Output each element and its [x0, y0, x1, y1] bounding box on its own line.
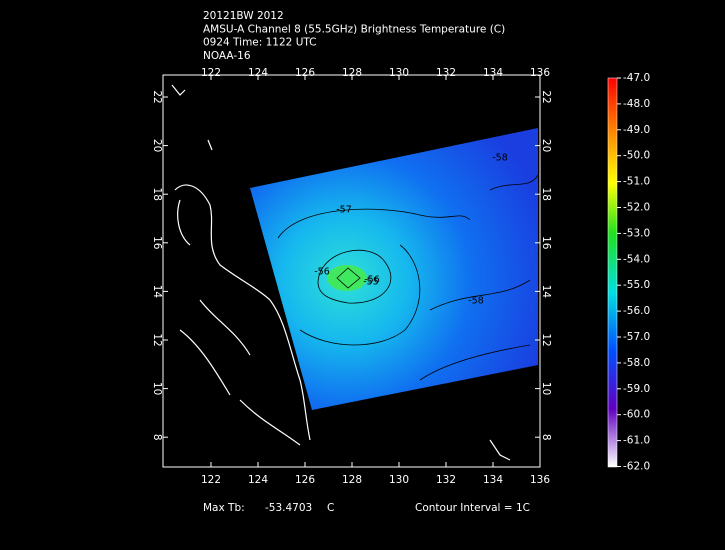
lat-label-left: 14 [151, 285, 163, 299]
lat-label-right: 8 [540, 434, 552, 441]
lat-label-left: 18 [151, 188, 163, 201]
colorbar-label: -52.0 [623, 202, 650, 214]
lat-label-left: 22 [151, 90, 163, 103]
lon-label-top: 130 [389, 67, 409, 79]
colorbar-label: -47.0 [623, 72, 650, 84]
max-value: -53.4703 [265, 502, 312, 514]
colorbar-label: -60.0 [623, 409, 650, 421]
contour-labels: -57-56-55-56-58-58 [314, 153, 508, 307]
lon-label-bottom: 122 [201, 474, 221, 486]
lon-label-top: 134 [483, 67, 503, 79]
lon-label-bottom: 128 [342, 474, 362, 486]
colorbar-label: -59.0 [623, 383, 650, 395]
lat-label-left: 12 [151, 333, 163, 346]
max-unit: C [327, 502, 334, 514]
colorbar-labels: -47.0 -48.0 -49.0 -50.0 -51.0 -52.0 -53.0 -54.0… [617, 72, 650, 473]
contours [277, 174, 539, 381]
lon-label-top: 124 [248, 67, 268, 79]
colorbar-label: -54.0 [623, 253, 650, 265]
lat-label-right: 16 [540, 236, 552, 250]
contour-label: -56 [364, 275, 380, 286]
contour-label: -58 [492, 153, 508, 164]
lat-label-left: 8 [151, 434, 163, 441]
lat-label-right: 20 [540, 139, 552, 152]
colorbar-label: -55.0 [623, 279, 650, 291]
lon-label-bottom: 126 [295, 474, 315, 486]
colorbar-label: -51.0 [623, 176, 650, 188]
axes: 1221221241241261261281281301301321321341… [151, 67, 552, 486]
lon-label-top: 128 [342, 67, 362, 79]
coastlines [171, 84, 511, 461]
lat-label-right: 14 [540, 285, 552, 299]
max-label: Max Tb: [203, 502, 245, 514]
lon-label-top: 136 [530, 67, 550, 79]
contour-interval: Contour Interval = 1C [415, 502, 530, 514]
lon-label-top: 122 [201, 67, 221, 79]
lon-label-bottom: 132 [436, 474, 456, 486]
lon-label-bottom: 130 [389, 474, 409, 486]
colorbar-label: -61.0 [623, 435, 650, 447]
contour-label: -57 [336, 205, 352, 216]
colorbar-label: -48.0 [623, 98, 650, 110]
lon-label-top: 126 [295, 67, 315, 79]
colorbar-label: -53.0 [623, 227, 650, 239]
lat-label-right: 12 [540, 333, 552, 346]
lon-label-top: 132 [436, 67, 456, 79]
lat-label-right: 22 [540, 90, 552, 103]
lon-label-bottom: 136 [530, 474, 550, 486]
colorbar-label: -57.0 [623, 331, 650, 343]
header-line: AMSU-A Channel 8 (55.5GHz) Brightness Te… [203, 23, 505, 35]
warm-core [327, 265, 367, 291]
lon-label-bottom: 124 [248, 474, 268, 486]
lat-label-right: 10 [540, 382, 552, 395]
lat-label-left: 10 [151, 382, 163, 395]
header-line: 0924 Time: 1122 UTC [203, 37, 317, 49]
header-line: 20121BW 2012 [203, 10, 284, 22]
colorbar-label: -49.0 [623, 124, 650, 136]
contour-label: -56 [314, 267, 330, 278]
contour-label: -58 [468, 296, 484, 307]
colorbar-label: -50.0 [623, 150, 650, 162]
lat-label-right: 18 [540, 188, 552, 201]
colorbar-label: -62.0 [623, 461, 650, 473]
lat-label-left: 16 [151, 236, 163, 250]
colorbar [607, 77, 618, 468]
colorbar-label: -56.0 [623, 305, 650, 317]
data-swath [250, 128, 538, 410]
lon-label-bottom: 134 [483, 474, 503, 486]
colorbar-label: -58.0 [623, 357, 650, 369]
header-line: NOAA-16 [203, 50, 251, 62]
contour-label: -55 [363, 277, 379, 288]
lat-label-left: 20 [151, 139, 163, 152]
